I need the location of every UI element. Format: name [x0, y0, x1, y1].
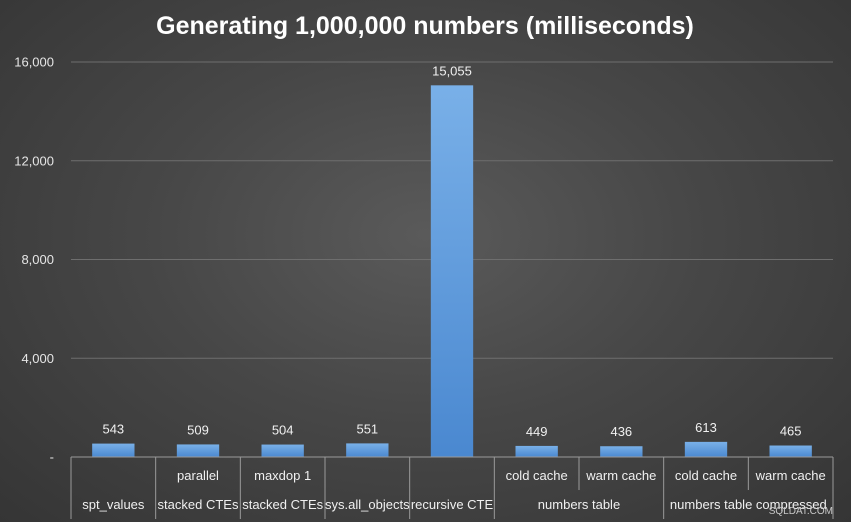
data-label: 613 [695, 420, 717, 435]
x-group-label: numbers table [538, 497, 620, 512]
watermark: SQLDAT.COM [769, 506, 833, 517]
bar [346, 443, 389, 457]
data-label: 449 [526, 424, 548, 439]
data-label: 551 [356, 421, 378, 436]
data-label: 504 [272, 423, 294, 438]
bar [515, 445, 558, 457]
data-label: 465 [780, 424, 802, 439]
x-category-label: warm cache [755, 468, 826, 483]
bar [769, 445, 812, 457]
bar [176, 444, 220, 457]
x-category-label: cold cache [675, 468, 737, 483]
x-group-label: recursive CTE [411, 497, 494, 512]
bar [684, 441, 728, 457]
data-label: 543 [102, 422, 124, 437]
x-category-label: cold cache [506, 468, 568, 483]
x-group-label: stacked CTEs [158, 497, 239, 512]
x-group-label: spt_values [82, 497, 145, 512]
y-axis-tick-labels: - 4,000 8,000 12,000 16,000 [14, 55, 54, 465]
y-tick-label: 16,000 [14, 55, 54, 70]
data-label: 509 [187, 422, 209, 437]
x-group-label: numbers table compressed [670, 497, 827, 512]
y-tick-label: 8,000 [21, 252, 54, 267]
x-group-label: sys.all_objects [325, 497, 410, 512]
data-labels: 543 509 504 551 15,055 449 436 613 465 [102, 63, 801, 439]
x-category-label: parallel [177, 468, 219, 483]
bar [600, 446, 643, 457]
bar [430, 85, 474, 458]
x-category-label: warm cache [585, 468, 656, 483]
bar [92, 443, 135, 457]
y-tick-label: 4,000 [21, 351, 54, 366]
y-tick-label: 12,000 [14, 153, 54, 168]
data-label: 15,055 [432, 63, 472, 78]
x-axis: parallel maxdop 1 cold cache warm cache cold… [70, 456, 834, 519]
y-tick-label: - [50, 450, 54, 465]
chart-title: Generating 1,000,000 numbers (millisecon… [156, 12, 694, 40]
x-category-label: maxdop 1 [254, 468, 311, 483]
bars [92, 85, 812, 458]
data-label: 436 [610, 424, 632, 439]
bar [261, 444, 304, 457]
x-group-label: stacked CTEs [242, 497, 323, 512]
